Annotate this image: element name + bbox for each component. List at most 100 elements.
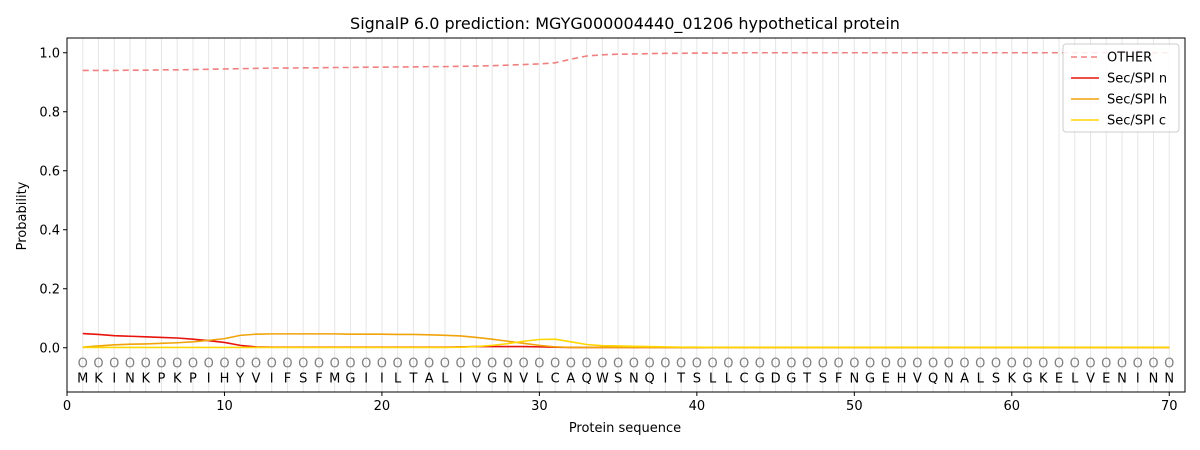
cleavage-marker: O — [770, 357, 780, 372]
x-tick-label: 40 — [689, 399, 706, 414]
cleavage-marker: O — [928, 357, 938, 372]
residue-label: M — [77, 371, 88, 386]
x-tick-label: 0 — [63, 399, 71, 414]
cleavage-marker: O — [1164, 357, 1174, 372]
residue-label: N — [629, 371, 639, 386]
residue-label: V — [913, 371, 922, 386]
residue-label: E — [882, 371, 890, 386]
residue-label: G — [755, 371, 765, 386]
cleavage-marker: O — [314, 357, 324, 372]
cleavage-marker: O — [471, 357, 481, 372]
cleavage-marker: O — [408, 357, 418, 372]
cleavage-marker: O — [235, 357, 245, 372]
cleavage-marker: O — [267, 357, 277, 372]
residue-label: V — [472, 371, 481, 386]
cleavage-marker: O — [361, 357, 371, 372]
residue-label: P — [189, 371, 197, 386]
x-tick-label: 50 — [846, 399, 863, 414]
residue-label: S — [299, 371, 307, 386]
y-tick-label: 0.4 — [39, 223, 60, 238]
x-tick-label: 20 — [374, 399, 391, 414]
residue-label: H — [897, 371, 907, 386]
residue-label: S — [614, 371, 622, 386]
residue-label: N — [1149, 371, 1159, 386]
cleavage-marker: O — [1007, 357, 1017, 372]
cleavage-marker: O — [896, 357, 906, 372]
cleavage-marker: O — [597, 357, 607, 372]
residue-label: N — [849, 371, 859, 386]
chart-title: SignalP 6.0 prediction: MGYG000004440_01… — [350, 14, 900, 34]
residue-label: T — [802, 371, 811, 386]
residue-label: L — [709, 371, 717, 386]
residue-label: T — [676, 371, 685, 386]
x-axis-ticks: 0 10 20 30 40 50 60 70 — [63, 392, 1178, 414]
cleavage-marker: O — [219, 357, 229, 372]
cleavage-marker: O — [849, 357, 859, 372]
residue-label: L — [441, 371, 449, 386]
residue-label: K — [173, 371, 182, 386]
residue-label: K — [1039, 371, 1048, 386]
residue-label: P — [158, 371, 166, 386]
residue-label: A — [566, 371, 575, 386]
residue-label: Q — [645, 371, 655, 386]
legend-label: Sec/SPI n — [1107, 72, 1167, 87]
cleavage-marker: O — [692, 357, 702, 372]
residue-label: M — [329, 371, 340, 386]
cleavage-marker: O — [1022, 357, 1032, 372]
residue-label: G — [865, 371, 875, 386]
residue-label: V — [1086, 371, 1095, 386]
cleavage-marker: O — [676, 357, 686, 372]
legend: OTHER Sec/SPI n Sec/SPI h Sec/SPI c — [1062, 43, 1180, 133]
cleavage-marker: O — [833, 357, 843, 372]
residue-label: N — [125, 371, 135, 386]
residue-label: F — [284, 371, 291, 386]
legend-label: Sec/SPI h — [1107, 93, 1167, 108]
residue-label: K — [1008, 371, 1017, 386]
y-tick-label: 1.0 — [39, 46, 60, 61]
cleavage-marker: O — [188, 357, 198, 372]
cleavage-marker: O — [440, 357, 450, 372]
cleavage-marker: O — [93, 357, 103, 372]
series-line — [82, 338, 1170, 349]
legend-box — [1062, 43, 1180, 133]
residue-label: I — [459, 371, 463, 386]
cleavage-marker: O — [519, 357, 529, 372]
x-tick-label: 10 — [216, 399, 233, 414]
cleavage-marker: O — [739, 357, 749, 372]
residue-label: K — [94, 371, 103, 386]
residue-label: N — [944, 371, 954, 386]
cleavage-marker: O — [944, 357, 954, 372]
legend-label: Sec/SPI c — [1107, 114, 1166, 129]
cleavage-marker: O — [1038, 357, 1048, 372]
residue-label: G — [1022, 371, 1032, 386]
cleavage-marker: O — [156, 357, 166, 372]
y-tick-label: 0.0 — [39, 341, 60, 356]
cleavage-marker: O — [1101, 357, 1111, 372]
residue-label: Q — [582, 371, 592, 386]
cleavage-marker: O — [251, 357, 261, 372]
residue-label: G — [345, 371, 355, 386]
cleavage-marker: O — [377, 357, 387, 372]
cleavage-marker: O — [503, 357, 513, 372]
cleavage-marker: O — [141, 357, 151, 372]
residue-label: I — [207, 371, 211, 386]
cleavage-marker: O — [204, 357, 214, 372]
residue-label: I — [663, 371, 667, 386]
residue-label: C — [551, 371, 560, 386]
cleavage-marker: O — [959, 357, 969, 372]
cleavage-marker: O — [393, 357, 403, 372]
residue-label: I — [364, 371, 368, 386]
plot-frame — [66, 37, 1186, 393]
residue-label: G — [786, 371, 796, 386]
residue-label: S — [693, 371, 701, 386]
cleavage-marker: O — [282, 357, 292, 372]
cleavage-marker: O — [707, 357, 717, 372]
cleavage-marker: O — [975, 357, 985, 372]
residue-label: S — [819, 371, 827, 386]
residue-label: A — [960, 371, 969, 386]
cleavage-marker: O — [330, 357, 340, 372]
cleavage-marker: O — [991, 357, 1001, 372]
